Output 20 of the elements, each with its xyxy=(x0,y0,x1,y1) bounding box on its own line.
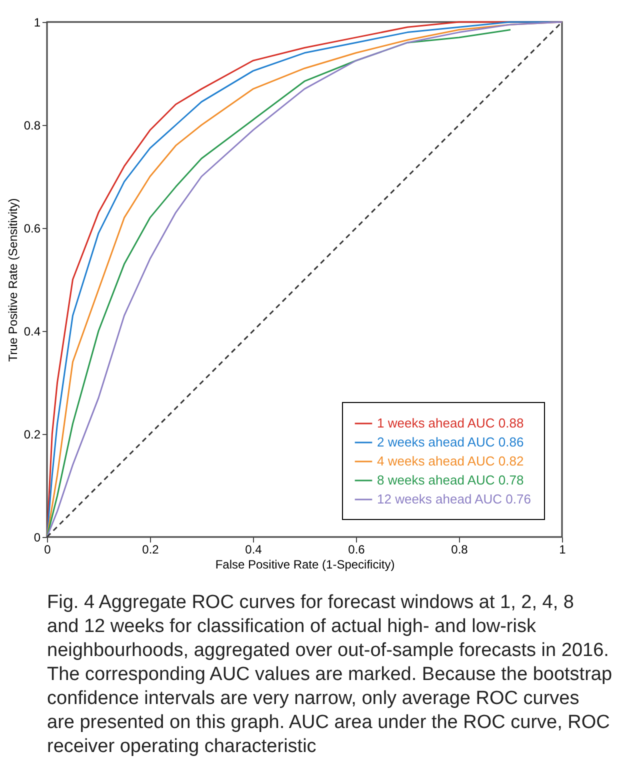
y-tick-label: 0.4 xyxy=(24,324,41,338)
x-tick-label: 0.8 xyxy=(451,542,468,556)
y-tick-label: 0.8 xyxy=(24,118,41,132)
y-tick-label: 0.6 xyxy=(24,222,41,236)
legend-label: 4 weeks ahead AUC 0.82 xyxy=(377,454,524,468)
y-tick-label: 0.2 xyxy=(24,428,41,442)
legend-label: 8 weeks ahead AUC 0.78 xyxy=(377,472,524,488)
legend-label: 2 weeks ahead AUC 0.86 xyxy=(377,434,524,450)
x-tick-label: 0.2 xyxy=(142,542,160,556)
legend-label: 1 weeks ahead AUC 0.88 xyxy=(377,416,524,430)
y-tick-label: 0 xyxy=(34,530,41,544)
legend-label: 12 weeks ahead AUC 0.76 xyxy=(377,492,531,506)
x-tick-label: 0 xyxy=(44,542,52,556)
x-axis-title: False Positive Rate (1-Specificity) xyxy=(215,558,395,572)
y-tick-label: 1 xyxy=(34,16,41,30)
y-axis-title: True Positive Rate (Sensitivity) xyxy=(6,198,20,362)
x-tick-label: 0.6 xyxy=(348,542,366,556)
caption: Fig. 4 Aggregate ROC curves for forecast windows at 1, 2, 4, 8 and 12 weeks for classification of actual high- and low-risk neighbourhoods, aggregated over out-of-sample forecasts in 2016. The corresponding AUC values are marked. Because the bootstrap confidence intervals are very narrow, only average ROC curves are presented on this graph. AUC area under the ROC curve, ROC receiver operating characteristic xyxy=(47,592,612,757)
x-tick-label: 1 xyxy=(559,542,566,556)
x-tick-label: 0.4 xyxy=(245,542,262,556)
